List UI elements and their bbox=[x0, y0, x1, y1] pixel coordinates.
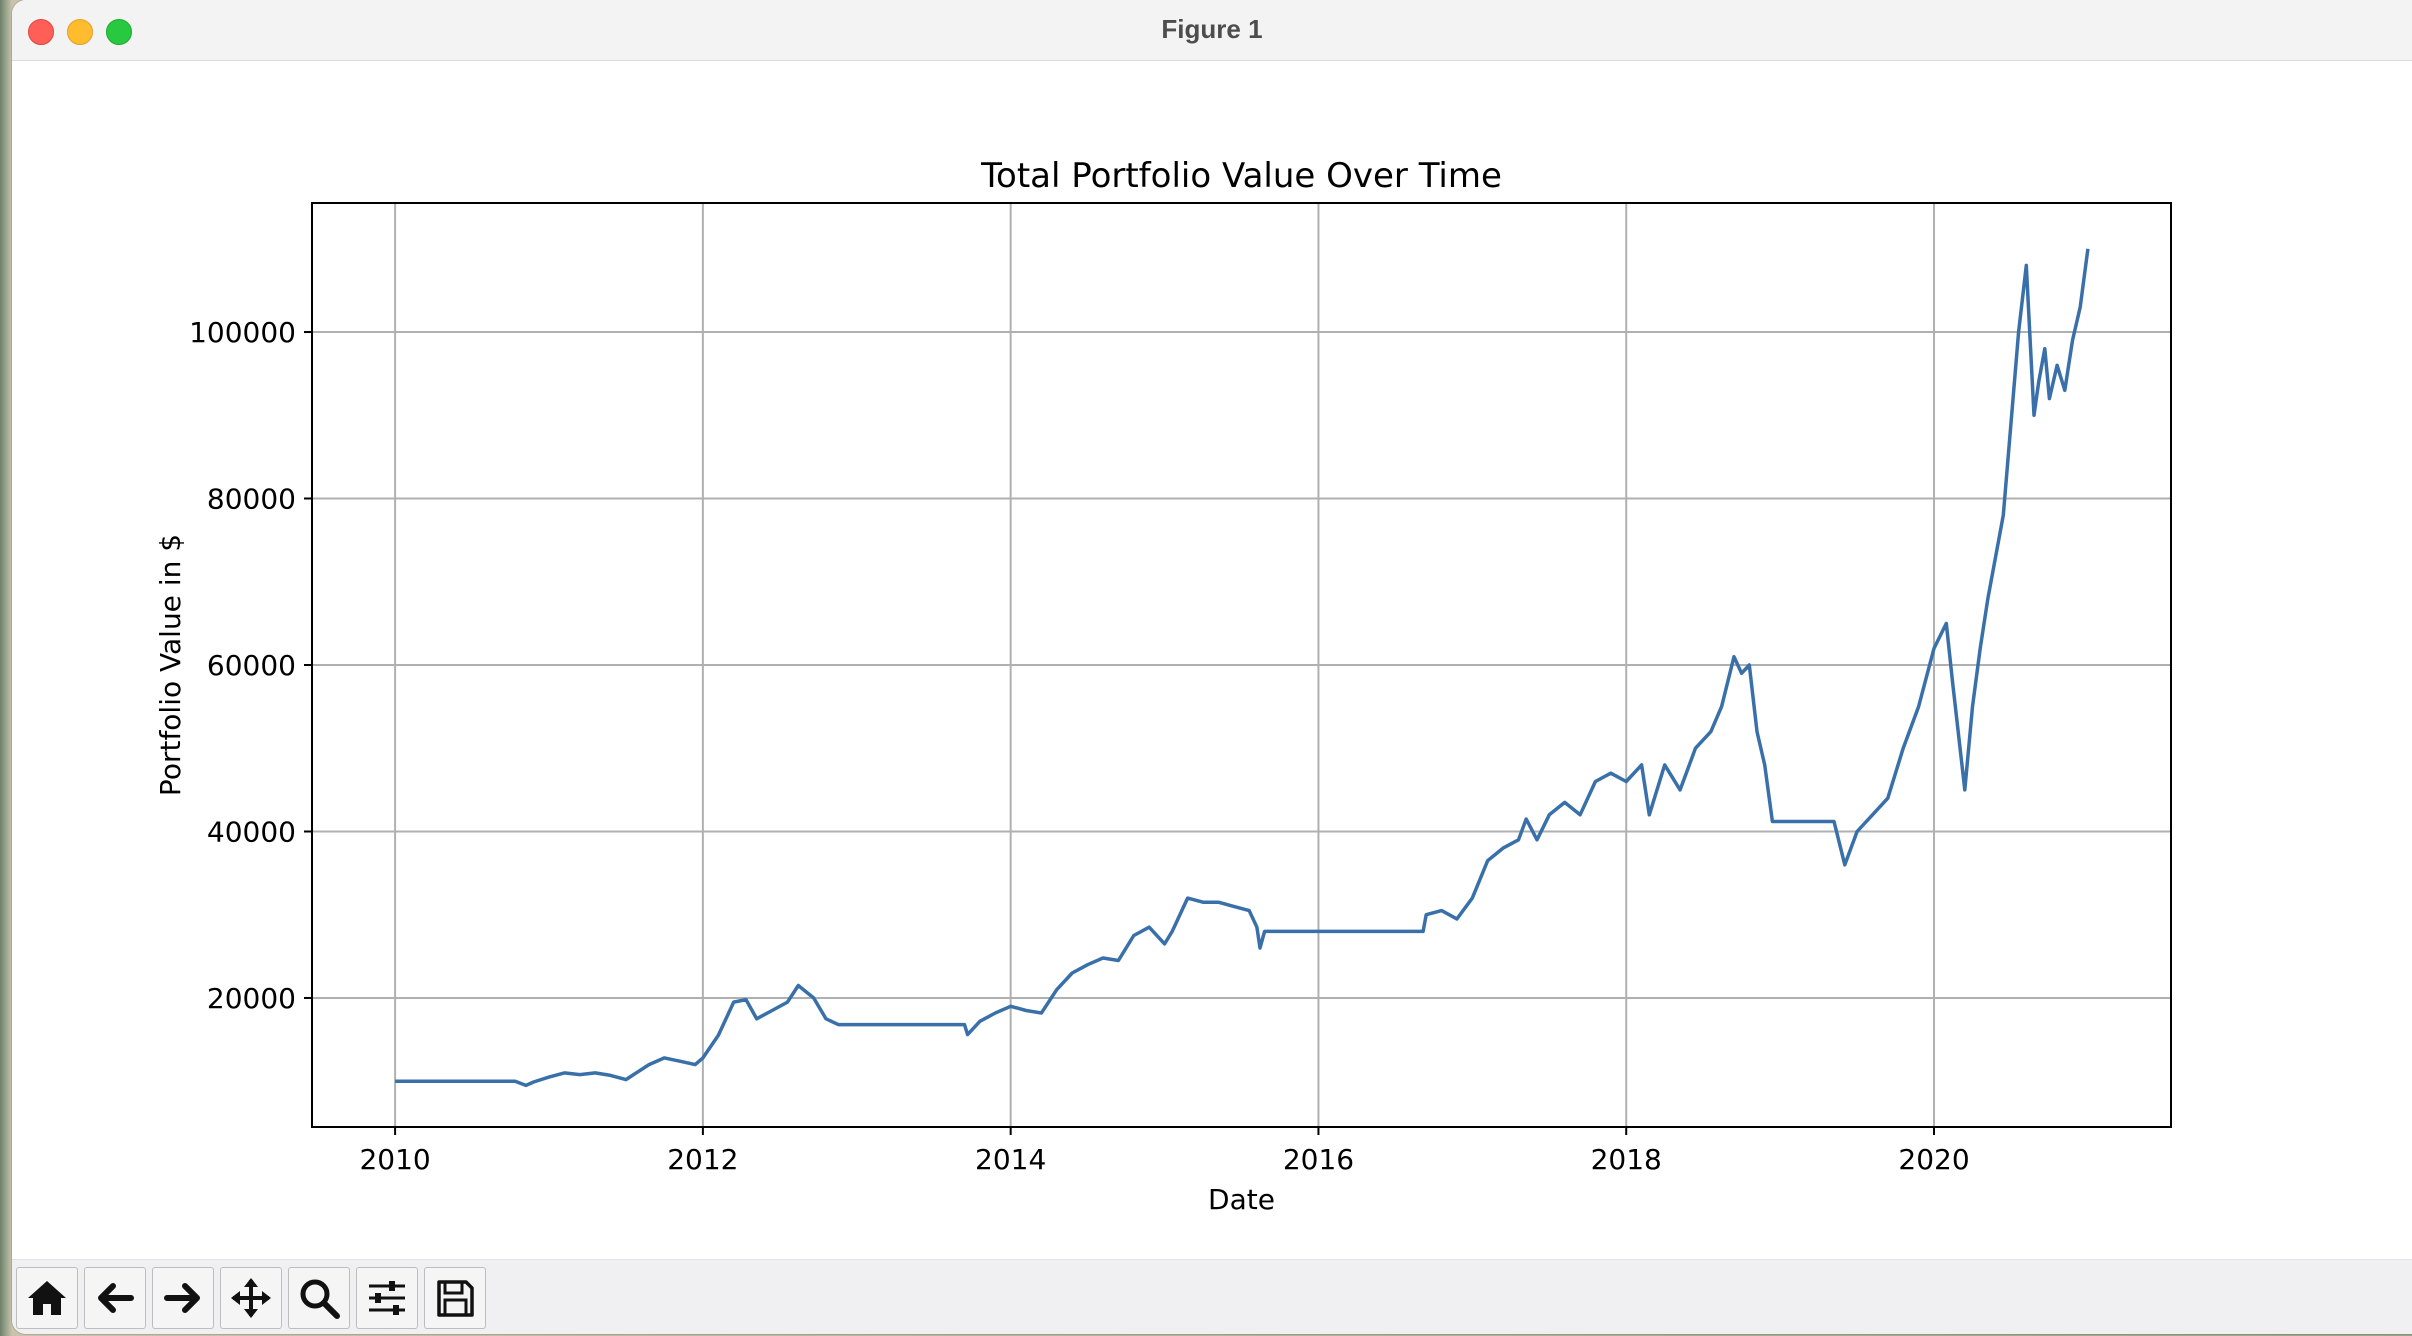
x-axis-label: Date bbox=[1208, 1183, 1275, 1216]
move-icon bbox=[231, 1278, 271, 1318]
figure-window: Figure 1 2010 2012 2014 2016 2018 2020 20000 40… bbox=[12, 0, 2412, 1334]
y-tick-label: 20000 bbox=[207, 982, 296, 1015]
x-tick-label: 2012 bbox=[667, 1143, 738, 1176]
portfolio-value-line bbox=[395, 248, 2090, 1088]
arrow-left-icon bbox=[98, 1283, 134, 1313]
y-tick-label: 100000 bbox=[189, 316, 296, 349]
close-window-button[interactable] bbox=[28, 19, 54, 45]
arrow-right-icon bbox=[164, 1283, 200, 1313]
save-button[interactable] bbox=[424, 1267, 486, 1329]
home-button[interactable] bbox=[16, 1267, 78, 1329]
plot-canvas[interactable]: 2010 2012 2014 2016 2018 2020 20000 40000 60000 8… bbox=[12, 61, 2412, 1259]
x-tick-label: 2016 bbox=[1283, 1143, 1354, 1176]
pan-button[interactable] bbox=[220, 1267, 282, 1329]
home-icon bbox=[28, 1281, 66, 1315]
forward-button[interactable] bbox=[152, 1267, 214, 1329]
y-tick-label: 40000 bbox=[207, 815, 296, 848]
chart: 2010 2012 2014 2016 2018 2020 20000 40000 60000 8… bbox=[154, 156, 2172, 1216]
y-tick-label: 80000 bbox=[207, 483, 296, 516]
save-icon bbox=[437, 1280, 474, 1317]
window-title: Figure 1 bbox=[1161, 14, 1263, 44]
x-tick-label: 2010 bbox=[359, 1143, 430, 1176]
configure-subplots-button[interactable] bbox=[356, 1267, 418, 1329]
x-tick-label: 2014 bbox=[975, 1143, 1046, 1176]
minimize-window-button[interactable] bbox=[67, 19, 93, 45]
y-tick-label: 60000 bbox=[207, 649, 296, 682]
sliders-icon bbox=[369, 1281, 405, 1315]
y-axis-label: Portfolio Value in $ bbox=[154, 534, 187, 796]
chart-title: Total Portfolio Value Over Time bbox=[980, 156, 1502, 196]
navigation-toolbar bbox=[12, 1259, 2412, 1334]
title-bar: Figure 1 bbox=[12, 0, 2412, 61]
zoom-button[interactable] bbox=[288, 1267, 350, 1329]
zoom-icon bbox=[300, 1279, 340, 1319]
x-tick-label: 2020 bbox=[1898, 1143, 1969, 1176]
back-button[interactable] bbox=[84, 1267, 146, 1329]
zoom-window-button[interactable] bbox=[106, 19, 132, 45]
x-tick-label: 2018 bbox=[1591, 1143, 1662, 1176]
